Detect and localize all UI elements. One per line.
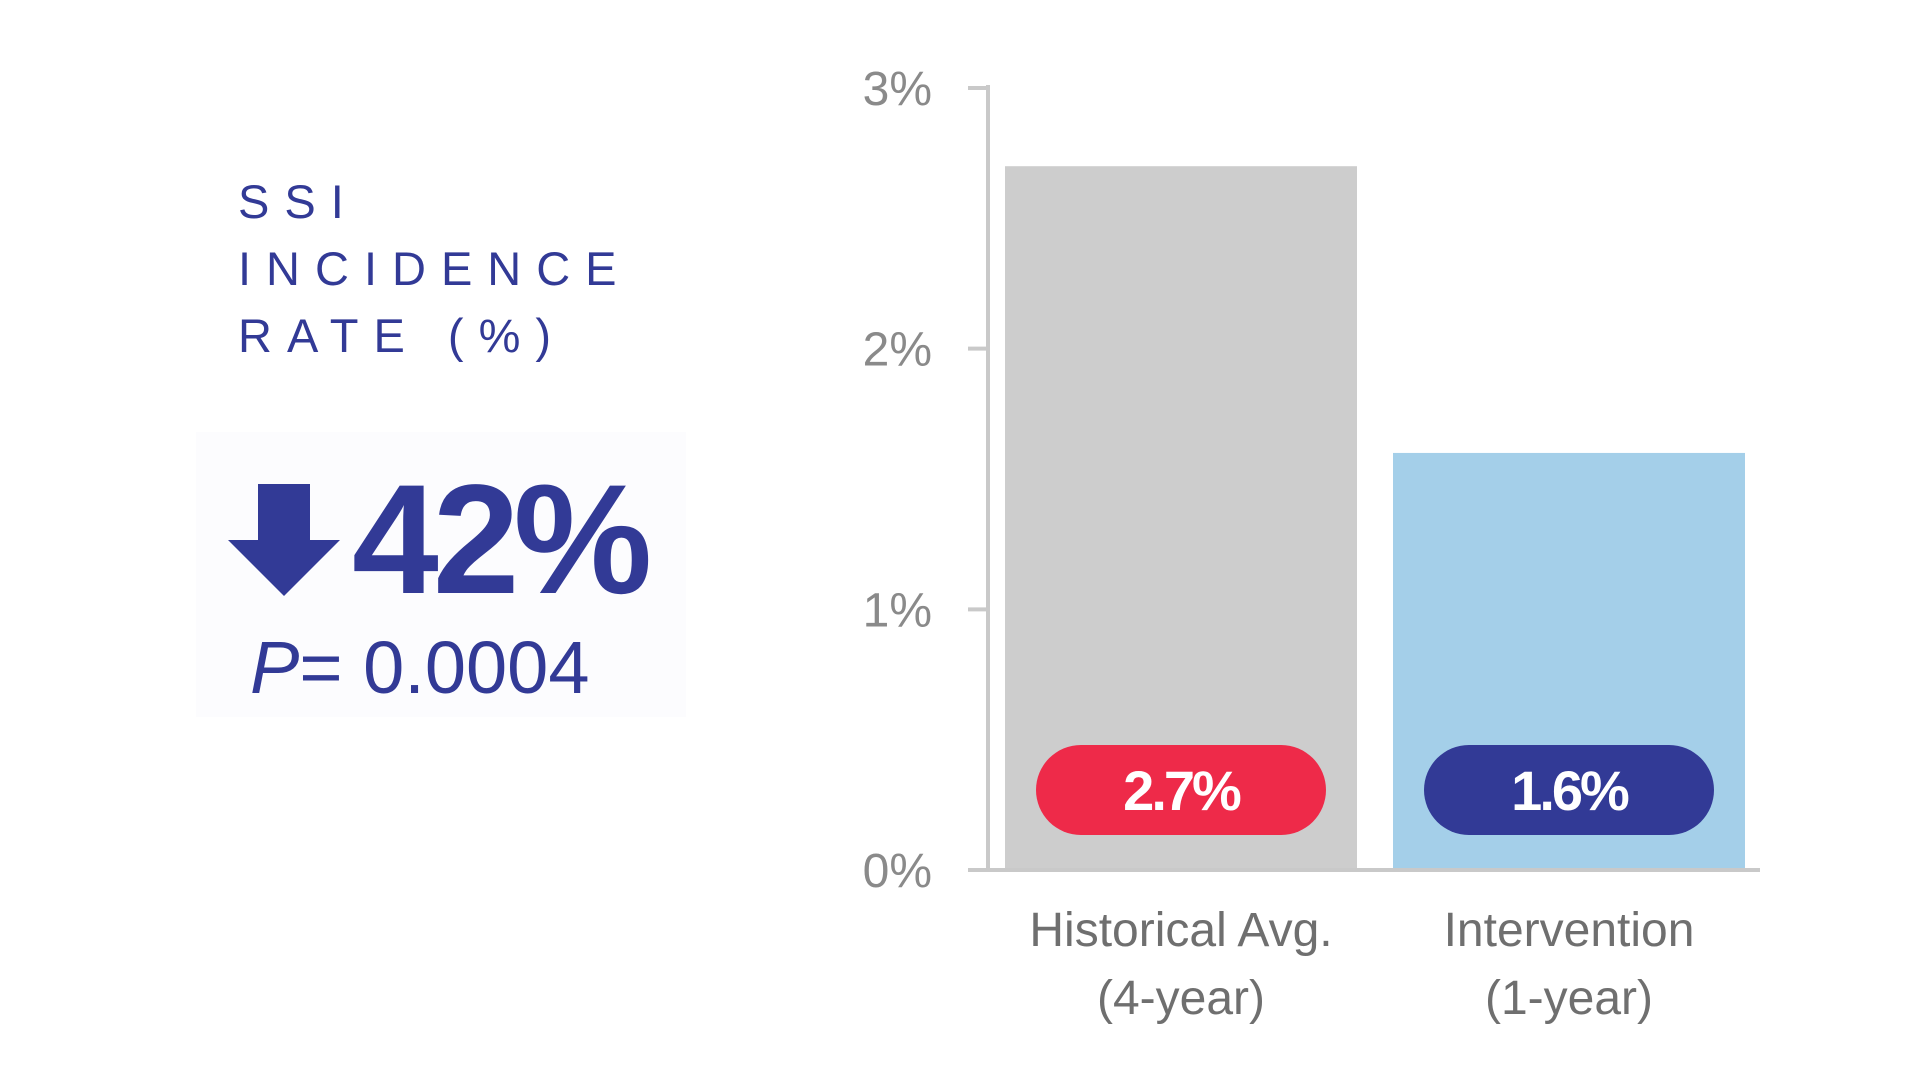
category-label: Intervention	[1444, 904, 1695, 957]
reduction-value: 42%	[352, 453, 652, 627]
y-tick-label: 3%	[863, 63, 932, 116]
title-line: RATE (%)	[238, 309, 567, 362]
category-label: (4-year)	[1097, 972, 1265, 1025]
down-arrow-icon	[228, 484, 340, 596]
p-value-number: = 0.0004	[299, 626, 590, 709]
category-label: Historical Avg.	[1029, 904, 1332, 957]
reduction-stat: 42%	[228, 453, 652, 627]
y-tick-label: 2%	[863, 324, 932, 377]
data-label: 2.7%	[1123, 759, 1241, 822]
y-tick-label: 1%	[863, 584, 932, 637]
data-label: 1.6%	[1511, 759, 1629, 822]
y-tick-label: 0%	[863, 845, 932, 898]
chart-title: SSI INCIDENCE RATE (%)	[238, 168, 718, 369]
title-line: INCIDENCE	[238, 242, 632, 295]
category-label: (1-year)	[1485, 972, 1653, 1025]
data-label-pill	[1424, 745, 1714, 835]
p-value-label: P	[250, 626, 300, 709]
p-value: P= 0.0004	[250, 628, 589, 708]
title-line: SSI	[238, 175, 359, 228]
data-label-pill	[1036, 745, 1326, 835]
